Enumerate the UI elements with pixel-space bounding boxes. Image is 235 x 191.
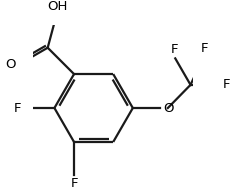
Text: F: F bbox=[200, 42, 208, 55]
Text: F: F bbox=[223, 78, 231, 91]
Text: F: F bbox=[70, 177, 78, 190]
Text: O: O bbox=[6, 58, 16, 71]
Text: O: O bbox=[163, 101, 174, 115]
Text: F: F bbox=[13, 101, 21, 115]
Text: OH: OH bbox=[47, 0, 67, 13]
Text: F: F bbox=[171, 44, 178, 57]
